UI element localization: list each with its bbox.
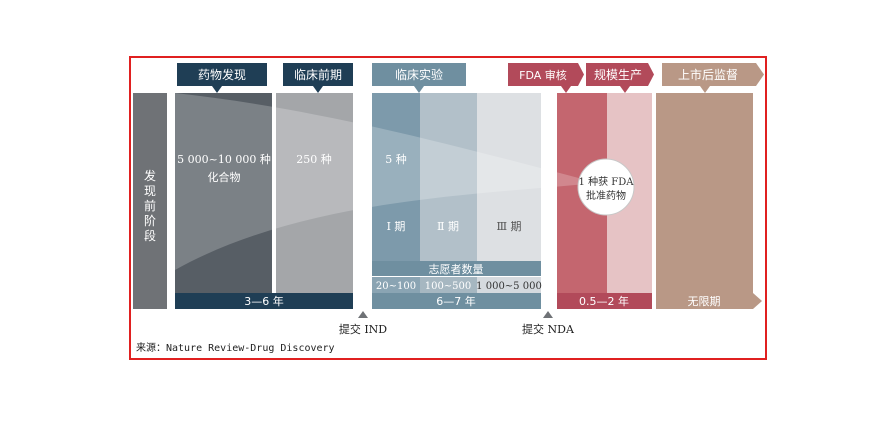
approved-drug-circle [577, 158, 635, 216]
header-manufacturing-label: 规模生产 [594, 67, 642, 82]
approved-count-line2: 批准药物 [586, 189, 626, 202]
header-preclinical-label: 临床前期 [294, 67, 342, 82]
post-market-arrow-tip [753, 293, 762, 309]
preclinical-count: 250 种 [296, 152, 332, 166]
ind-milestone-marker [358, 311, 368, 318]
nda-milestone-label: 提交 NDA [522, 322, 575, 336]
duration-discovery-label: 3—6 年 [244, 294, 284, 308]
duration-bar-post-market [656, 293, 753, 309]
header-discovery-label: 药物发现 [198, 67, 246, 82]
source-note: 来源：Nature Review-Drug Discovery [136, 341, 335, 354]
phase2-column [420, 93, 477, 261]
phase1-column [372, 93, 420, 261]
nda-milestone-marker [543, 311, 553, 318]
clinical-count: 5 种 [385, 152, 407, 166]
pre-discovery-column [133, 93, 167, 309]
duration-post-market-label: 无限期 [688, 295, 721, 308]
approved-count-line1: 1 种获 FDA [579, 175, 635, 188]
volunteers-title: 志愿者数量 [429, 263, 484, 276]
duration-bar-fda [557, 293, 652, 309]
discovery-column [175, 93, 272, 293]
volunteers-p2: 100~500 [425, 281, 472, 292]
header-discovery [177, 63, 267, 93]
duration-bar-clinical [372, 293, 541, 309]
phase1-label: Ⅰ 期 [387, 220, 406, 233]
header-clinical [372, 63, 466, 93]
header-preclinical [283, 63, 353, 93]
header-post-market-label: 上市后监督 [678, 67, 738, 82]
header-manufacturing [586, 63, 654, 93]
phase3-column [477, 93, 541, 261]
phase2-label: Ⅱ 期 [437, 220, 459, 233]
funnel-shape [175, 93, 598, 270]
discovery-count-line2: 化合物 [208, 170, 241, 184]
ind-milestone-label: 提交 IND [339, 322, 387, 336]
volunteers-p3-cell [477, 277, 541, 293]
discovery-count-line1: 5 000~10 000 种 [177, 152, 271, 166]
duration-bar-discovery [175, 293, 353, 309]
header-fda-review [508, 63, 584, 93]
volunteers-p2-cell [420, 277, 477, 293]
header-post-market [662, 63, 764, 93]
duration-fda-label: 0.5—2 年 [579, 294, 629, 308]
volunteers-p3: 1 000~5 000 [476, 281, 542, 292]
header-clinical-label: 临床实验 [395, 67, 443, 82]
duration-clinical-label: 6—7 年 [436, 294, 476, 308]
header-fda-review-label: FDA 审核 [519, 68, 567, 82]
preclinical-column [276, 93, 353, 293]
volunteers-p1-cell [372, 277, 420, 293]
volunteers-title-bar [372, 261, 541, 276]
pre-discovery-label: 发现前阶段 [144, 168, 156, 243]
phase3-label: Ⅲ 期 [496, 220, 521, 233]
post-market-column [656, 93, 753, 293]
volunteers-p1: 20~100 [376, 281, 416, 292]
